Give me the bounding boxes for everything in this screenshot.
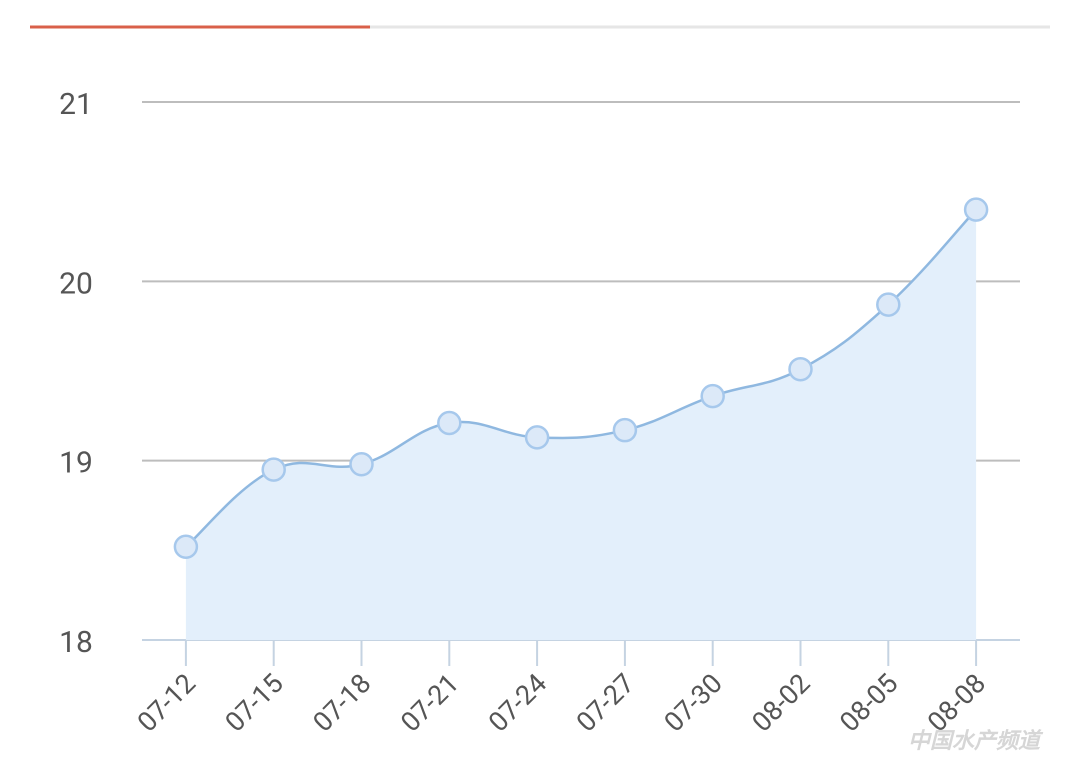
area [185, 209, 977, 640]
point [173, 534, 199, 559]
x-tick-label: 08-05 [833, 667, 904, 738]
x-tick-label: 08-02 [746, 667, 817, 738]
point [437, 410, 462, 436]
x-tick-label: 07-18 [307, 667, 378, 738]
point [788, 356, 813, 382]
point [524, 425, 550, 450]
point [963, 197, 989, 222]
x-tick-label: 07-21 [394, 667, 465, 738]
watermark: 中国水产频道 [908, 728, 1044, 754]
x-tick-label: 07-12 [131, 667, 202, 738]
line [185, 208, 978, 548]
x-tick-label: 07-24 [482, 667, 553, 738]
point [876, 292, 901, 317]
x-tick-label: 08-08 [921, 667, 992, 738]
x-tick-label: 07-27 [570, 667, 641, 738]
y-tick-label: 18 [59, 625, 93, 660]
point [261, 457, 286, 482]
y-tick-label: 21 [59, 87, 93, 122]
y-tick-label: 20 [59, 266, 93, 301]
x-tick-label: 07-30 [658, 667, 729, 738]
point [349, 452, 374, 477]
point [612, 417, 638, 443]
point [700, 383, 725, 409]
x-tick-label: 07-15 [219, 667, 290, 738]
y-tick-label: 19 [59, 446, 93, 481]
